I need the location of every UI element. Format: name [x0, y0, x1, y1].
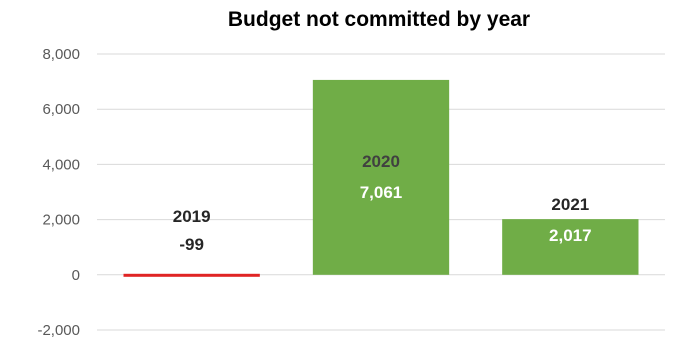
bar-category-label: 2019 [173, 207, 211, 226]
bar-value-label: 7,061 [360, 183, 403, 202]
chart-title: Budget not committed by year [228, 8, 530, 31]
bars [123, 79, 639, 277]
bar-2019 [123, 273, 260, 277]
y-tick-label: 4,000 [42, 156, 80, 173]
y-tick-label: -2,000 [37, 322, 80, 339]
bar-value-label: -99 [179, 235, 204, 254]
bar-2021 [502, 219, 639, 275]
bar-value-label: 2,017 [549, 226, 592, 245]
y-axis-tick-labels: -2,000 0 2,000 4,000 6,000 8,000 [37, 46, 80, 339]
bar-category-label: 2021 [551, 195, 589, 214]
y-tick-label: 6,000 [42, 101, 80, 118]
y-tick-label: 0 [72, 267, 80, 284]
y-tick-label: 2,000 [42, 212, 80, 229]
data-labels: 2019 -99 2020 7,061 2021 2,017 [173, 152, 592, 254]
y-tick-label: 8,000 [42, 46, 80, 63]
bar-category-label: 2020 [362, 152, 400, 171]
bar-2020 [312, 79, 450, 275]
